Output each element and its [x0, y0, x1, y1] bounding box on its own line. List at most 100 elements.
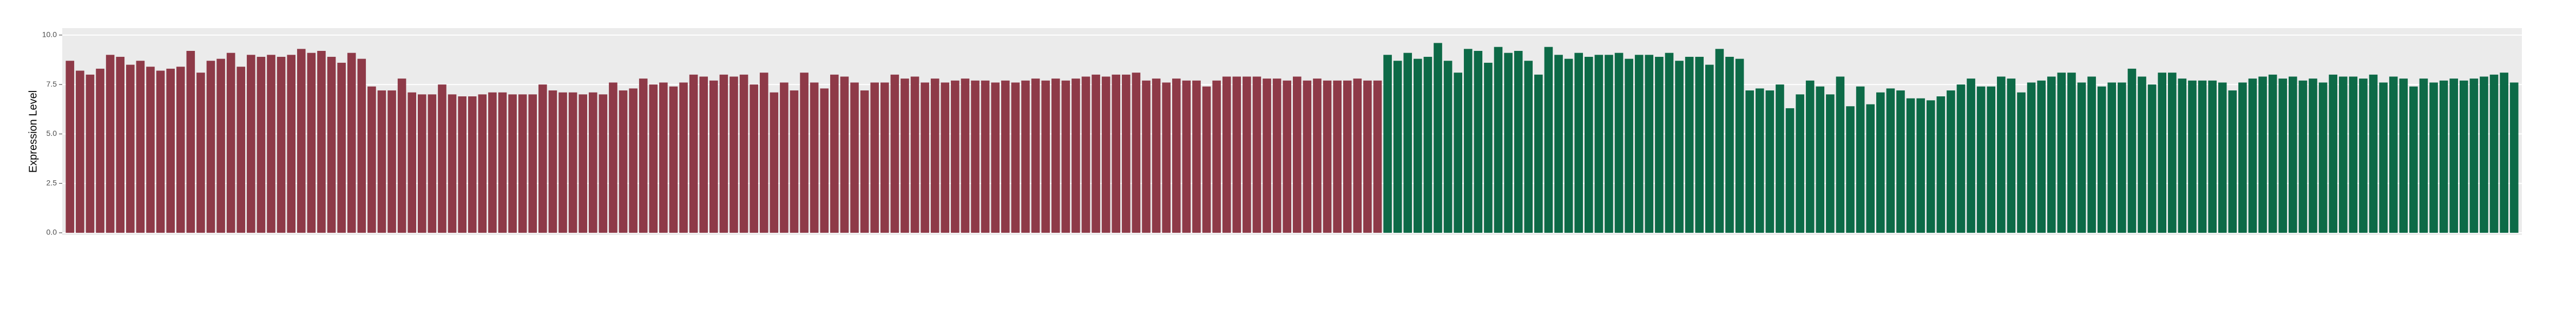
bar	[1755, 88, 1764, 233]
bar	[629, 88, 638, 233]
bar	[236, 67, 246, 233]
bar	[1695, 56, 1704, 233]
bar	[2198, 80, 2207, 233]
bar	[2419, 78, 2428, 233]
bar	[1162, 82, 1171, 233]
bar	[1232, 76, 1241, 233]
bar	[558, 92, 567, 233]
bar	[2480, 76, 2488, 233]
bar	[1544, 47, 1553, 233]
bar	[528, 94, 537, 233]
bar	[448, 94, 457, 233]
bar	[2289, 76, 2297, 233]
bar	[2449, 78, 2458, 233]
bar	[1715, 49, 1724, 233]
bar	[2167, 73, 2177, 233]
bar	[548, 90, 557, 233]
bar	[1997, 76, 2006, 233]
bar	[2500, 73, 2508, 233]
bar	[367, 86, 376, 233]
bar	[1876, 92, 1885, 233]
bar	[1765, 90, 1775, 233]
y-tick-label: 10.0	[42, 30, 57, 38]
bar	[880, 82, 889, 233]
bar	[1896, 90, 1905, 233]
bar	[2278, 78, 2288, 233]
bar	[2349, 76, 2358, 233]
bar	[1192, 80, 1201, 233]
bar	[2007, 78, 2016, 233]
bar	[1826, 94, 1835, 233]
bar	[2379, 82, 2388, 233]
bar	[2158, 73, 2167, 233]
bar	[2218, 82, 2227, 233]
bar	[1212, 80, 1221, 233]
bar	[1313, 78, 1322, 233]
bar	[1443, 61, 1453, 233]
bar	[2138, 76, 2146, 233]
bar	[1564, 58, 1573, 233]
bar	[2268, 74, 2277, 233]
bar	[76, 70, 84, 233]
bar	[1846, 106, 1855, 233]
bar	[1524, 61, 1533, 233]
bar	[1001, 80, 1010, 233]
bar	[327, 56, 336, 233]
bar	[1504, 53, 1513, 233]
bar	[1625, 58, 1633, 233]
bar	[2057, 73, 2066, 233]
bar	[106, 55, 115, 233]
bar	[1594, 55, 1604, 233]
bar	[1292, 76, 1302, 233]
bar	[1947, 90, 1955, 233]
bar	[2228, 90, 2237, 233]
y-tick-label: 7.5	[47, 80, 57, 88]
bar	[1956, 84, 1966, 233]
bar	[206, 61, 215, 233]
bar	[1785, 108, 1795, 233]
bar	[1725, 56, 1734, 233]
y-tick-label: 2.5	[47, 178, 57, 187]
bar	[689, 74, 698, 233]
bar	[1735, 58, 1744, 233]
bar	[850, 82, 859, 233]
bar	[166, 68, 175, 233]
bar	[1574, 53, 1583, 233]
bar	[2409, 86, 2418, 233]
bar	[1856, 86, 1865, 233]
bar	[297, 49, 306, 233]
bar	[478, 94, 487, 233]
bar	[1202, 86, 1211, 233]
bar	[1645, 55, 1654, 233]
bar	[1906, 98, 1915, 233]
bar	[2037, 80, 2046, 233]
bar	[2127, 68, 2137, 233]
bar	[1745, 90, 1754, 233]
bar	[1836, 76, 1845, 233]
bar	[1122, 74, 1131, 233]
bar	[2329, 74, 2337, 233]
bar	[1605, 55, 1613, 233]
bar	[961, 78, 970, 233]
bar	[1554, 55, 1563, 233]
bar	[1172, 78, 1181, 233]
bar	[307, 53, 316, 233]
bar	[750, 84, 758, 233]
bar	[2459, 80, 2468, 233]
bar	[438, 84, 446, 233]
bar	[287, 55, 295, 233]
bar	[1816, 86, 1825, 233]
bar	[2208, 80, 2217, 233]
bar	[1323, 80, 1332, 233]
bar	[337, 62, 346, 233]
bar	[2178, 78, 2187, 233]
bar	[196, 73, 205, 233]
bar	[96, 68, 104, 233]
y-axis-label: Expression Level	[27, 90, 39, 173]
bar	[1976, 86, 1986, 233]
bar	[1051, 78, 1060, 233]
bar	[1011, 82, 1020, 233]
bar	[1222, 76, 1231, 233]
bar	[810, 82, 819, 233]
